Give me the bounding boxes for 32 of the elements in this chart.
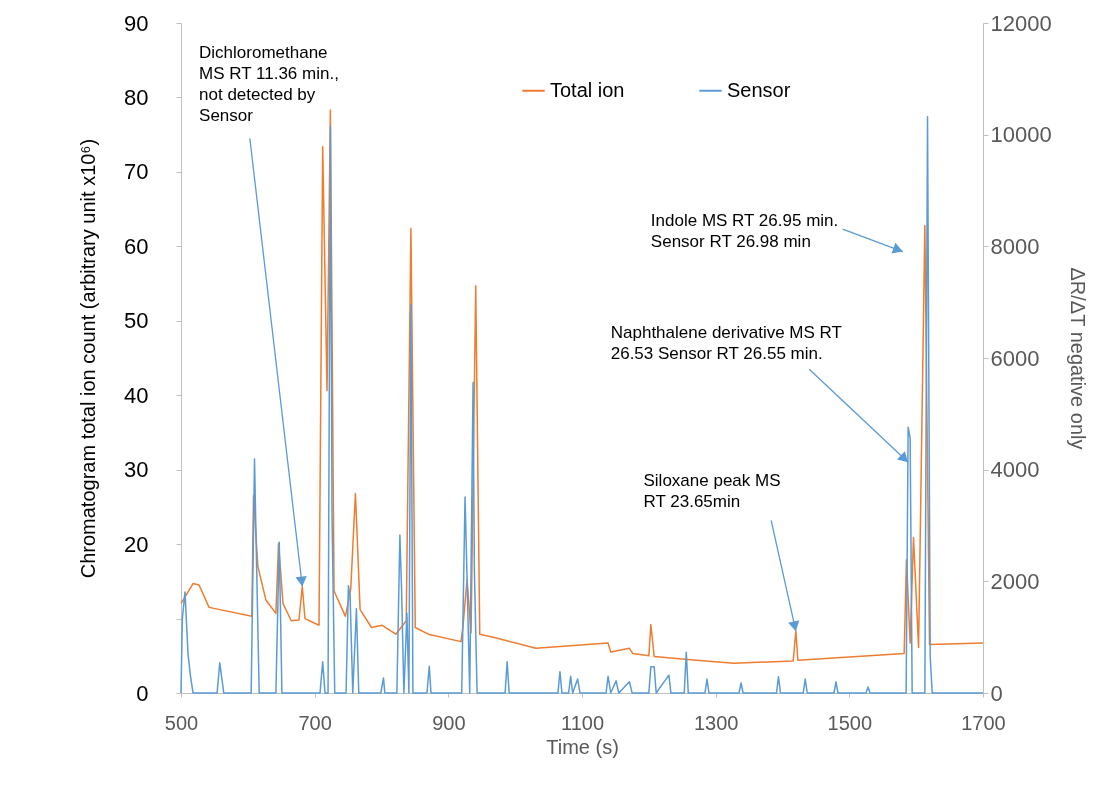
y2-tick-label: 6000 (990, 345, 1040, 371)
x-tick-label: 900 (432, 711, 466, 734)
y-tick-label: 70 (124, 159, 149, 185)
y2-tick-label: 8000 (990, 233, 1040, 259)
legend-label: Total ion (550, 78, 625, 101)
x-tick-label: 1100 (560, 711, 605, 734)
y-tick-label: 0 (136, 680, 149, 706)
x-tick-label: 1300 (693, 711, 739, 734)
y-tick-label: 50 (124, 308, 149, 334)
x-tick-label: 500 (164, 711, 199, 734)
y-tick-label: 30 (124, 457, 149, 483)
y-axis-title: Chromatogram total ion count (arbitrary unit x10⁶) (77, 138, 100, 579)
x-tick-label: 700 (298, 711, 332, 734)
annotation: Dichloromethane MS RT 11.36 min., not detected by Sensor (199, 43, 339, 126)
annotation: Siloxane peak MS RT 23.65min (643, 471, 781, 512)
legend-label: Sensor (727, 78, 791, 101)
y-tick-label: 90 (124, 10, 149, 36)
y2-tick-label: 0 (990, 680, 1003, 706)
x-axis-title: Time (s) (546, 735, 619, 758)
annotation: Naphthalene derivative MS RT 26.53 Sensor RT 26.55 min. (610, 322, 842, 363)
y2-tick-label: 12000 (990, 10, 1052, 36)
x-tick-label: 1500 (827, 711, 873, 734)
x-tick-label: 1700 (961, 711, 1006, 734)
annotation: Indole MS RT 26.95 min. Sensor RT 26.98 min (650, 210, 839, 251)
y2-tick-label: 10000 (990, 122, 1052, 148)
y2-axis-title: ΔR/ΔT negative only (1066, 267, 1089, 450)
y-tick-label: 60 (124, 233, 149, 259)
y2-tick-label: 2000 (990, 568, 1040, 594)
y-tick-label: 80 (124, 84, 149, 110)
y-tick-label: 40 (124, 382, 149, 408)
y2-tick-label: 4000 (990, 457, 1040, 483)
y-tick-label: 20 (124, 531, 149, 557)
